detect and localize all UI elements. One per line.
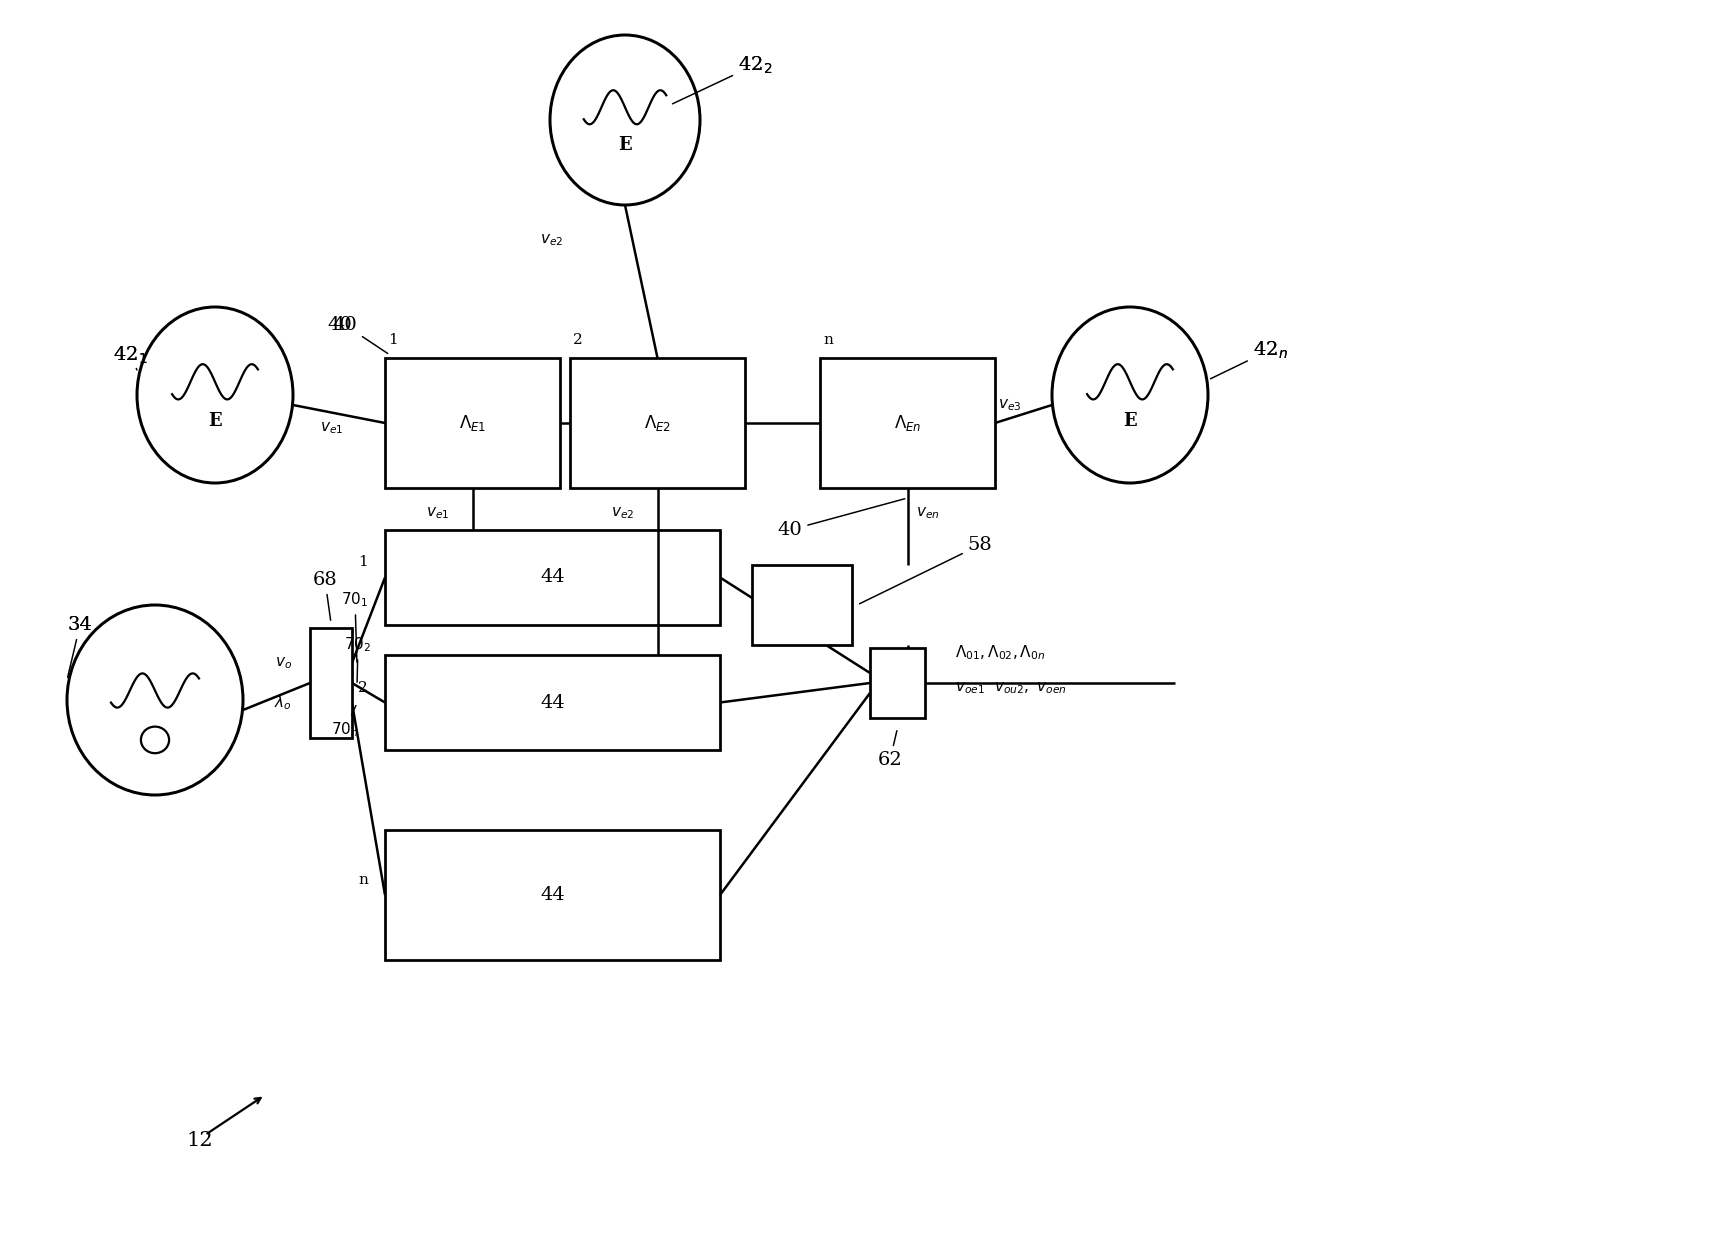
Bar [385,358,560,488]
Text: $70_2$: $70_2$ [345,636,371,682]
Text: 34: 34 [67,616,93,633]
Text: E: E [618,137,632,154]
Text: 40: 40 [328,315,352,334]
Text: 2: 2 [573,333,582,347]
Text: $v_o$: $v_o$ [275,655,292,671]
Text: 42$_1$: 42$_1$ [113,344,148,370]
Text: 68: 68 [312,571,337,620]
Bar [385,530,719,625]
Text: 42$_n$: 42$_n$ [1210,339,1288,379]
Text: 44: 44 [541,569,565,586]
Text: 2: 2 [359,681,367,694]
Text: 42$_1$: 42$_1$ [113,344,148,365]
Text: 42$_n$: 42$_n$ [1253,339,1288,360]
Text: 12: 12 [187,1130,213,1150]
Text: $\Lambda_{En}$: $\Lambda_{En}$ [895,414,922,433]
Text: n: n [822,333,833,347]
Text: $\Lambda_{01}, \Lambda_{02}, \Lambda_{0n}$: $\Lambda_{01}, \Lambda_{02}, \Lambda_{0n… [955,643,1046,662]
Text: 58: 58 [860,537,992,604]
Text: $v_{e3}$: $v_{e3}$ [998,397,1022,412]
Text: $v_{en}$: $v_{en}$ [915,505,939,520]
Text: $v_{e1}$: $v_{e1}$ [319,420,343,436]
Text: $v_{oe1}\ \ v_{ou2},\ v_{oen}$: $v_{oe1}\ \ v_{ou2},\ v_{oen}$ [955,681,1066,696]
Bar [385,655,719,750]
Text: $\Lambda_{E1}$: $\Lambda_{E1}$ [458,414,486,433]
Text: $\lambda_o$: $\lambda_o$ [275,693,292,713]
Text: $v_{e2}$: $v_{e2}$ [611,505,634,520]
Text: $v_{e1}$: $v_{e1}$ [426,505,450,520]
Text: 40: 40 [778,499,905,539]
Text: 42$_2$: 42$_2$ [738,55,773,76]
Bar [311,628,352,738]
Text: E: E [208,412,221,431]
Text: $70_n$: $70_n$ [331,705,359,739]
Text: 44: 44 [541,886,565,904]
Text: 40: 40 [333,315,388,354]
Text: 62: 62 [877,730,903,769]
Text: $\Lambda_{E2}$: $\Lambda_{E2}$ [644,414,671,433]
Text: 1: 1 [388,333,398,347]
Bar [752,565,852,645]
Bar [821,358,994,488]
Text: $v_{e2}$: $v_{e2}$ [541,232,563,248]
Text: 44: 44 [541,693,565,712]
Text: E: E [1123,412,1137,431]
Bar [871,648,925,718]
Text: 1: 1 [359,555,367,570]
Bar [385,830,719,960]
Text: 42$_2$: 42$_2$ [673,55,773,104]
Text: 34: 34 [67,616,93,677]
Text: n: n [359,873,367,887]
Text: $70_1$: $70_1$ [342,591,369,662]
Bar [570,358,745,488]
